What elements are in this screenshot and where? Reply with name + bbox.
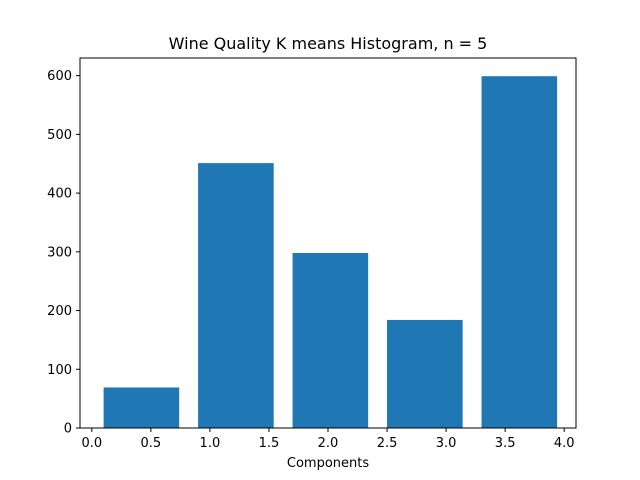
x-axis: 0.0 0.5 1.0 1.5 2.0 2.5 3.0 3.5 4.0 <box>81 428 575 451</box>
chart-title: Wine Quality K means Histogram, n = 5 <box>169 34 488 53</box>
y-tick-label: 0 <box>64 422 72 437</box>
bar-3 <box>292 252 369 428</box>
x-tick-label: 3.5 <box>495 436 516 451</box>
y-tick-label: 200 <box>47 304 72 319</box>
bar-4 <box>387 319 463 428</box>
x-tick-label: 0.0 <box>81 436 102 451</box>
x-tick-label: 1.5 <box>259 436 280 451</box>
x-tick-label: 4.0 <box>554 436 575 451</box>
bar-1 <box>103 387 180 428</box>
x-tick-label: 3.0 <box>436 436 457 451</box>
bar-5 <box>481 76 558 428</box>
x-tick-label: 2.5 <box>377 436 398 451</box>
y-tick-label: 500 <box>47 128 72 143</box>
y-tick-label: 100 <box>47 363 72 378</box>
x-tick-label: 1.0 <box>200 436 221 451</box>
y-tick-label: 400 <box>47 187 72 202</box>
y-tick-label: 300 <box>47 245 72 260</box>
bars-group <box>103 76 558 428</box>
x-tick-label: 2.0 <box>318 436 339 451</box>
x-tick-label: 0.5 <box>141 436 162 451</box>
y-axis: 0 100 200 300 400 500 600 <box>47 69 80 437</box>
x-axis-label: Components <box>287 456 369 471</box>
bar-2 <box>198 163 274 428</box>
plot-frame <box>79 57 577 429</box>
y-tick-label: 600 <box>47 69 72 84</box>
